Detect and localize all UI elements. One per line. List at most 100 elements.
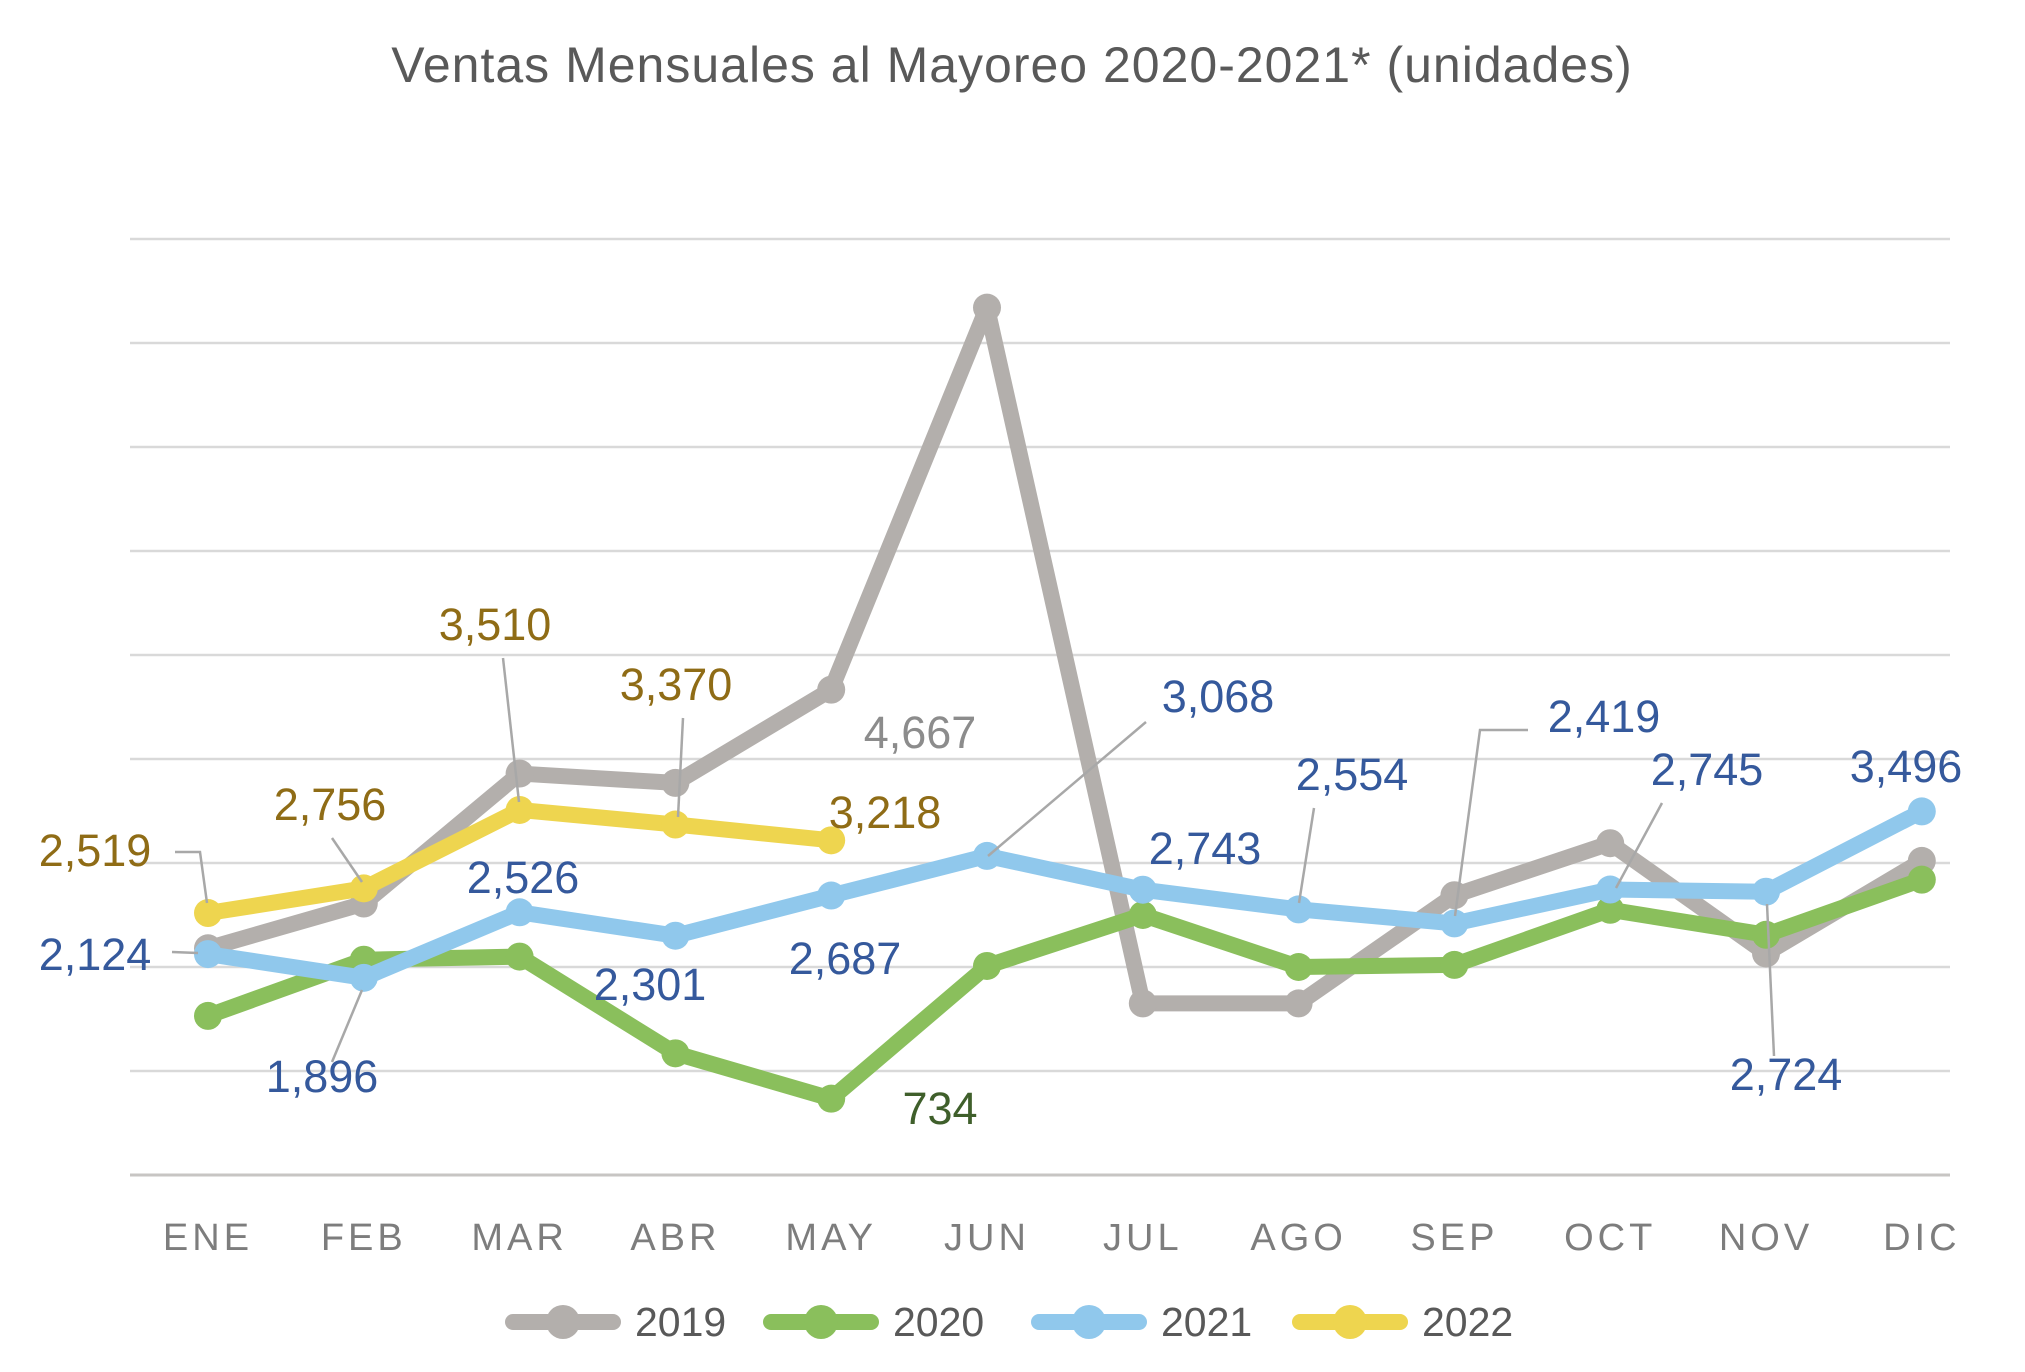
x-axis-label-ABR: ABR (630, 1217, 720, 1259)
x-axis-label-MAY: MAY (785, 1217, 877, 1259)
data-label-2020-MAY: 734 (902, 1083, 977, 1134)
data-label-2022-MAY: 3,218 (829, 787, 942, 838)
leader-line-2021-JUN (987, 721, 1147, 857)
data-point-2021-MAR (505, 898, 534, 927)
data-point-2021-AGO (1284, 895, 1313, 924)
data-label-2021-AGO: 2,554 (1296, 749, 1409, 800)
legend-marker-dot-2019 (546, 1305, 580, 1339)
data-point-2020-NOV (1752, 920, 1780, 949)
data-point-2022-ABR (661, 810, 690, 839)
data-point-2021-ABR (661, 921, 690, 950)
legend-item-2021: 2021 (1031, 1299, 1252, 1345)
data-point-2021-ENE (194, 940, 222, 969)
legend-label-2021: 2021 (1161, 1299, 1252, 1345)
series-line-2020 (200, 871, 1930, 1107)
data-point-2019-MAY (817, 675, 846, 704)
data-point-2019-AGO (1284, 989, 1313, 1018)
data-point-2019-SEP (1440, 881, 1469, 910)
data-label-2021-ABR: 2,301 (594, 959, 707, 1010)
legend-item-2019: 2019 (505, 1299, 726, 1345)
legend-marker-dot-2020 (804, 1305, 838, 1339)
x-axis-label-JUN: JUN (944, 1217, 1030, 1259)
data-label-2022-ENE: 2,519 (39, 825, 152, 876)
data-label-2021-MAY: 2,687 (789, 933, 902, 984)
data-point-2019-MAR (505, 759, 534, 788)
leader-line-2022-FEB (330, 837, 364, 883)
data-label-2021-NOV: 2,724 (1730, 1049, 1843, 1100)
leader-line-2022-MAR (501, 657, 521, 803)
x-axis-label-JUL: JUL (1103, 1217, 1183, 1259)
data-point-2019-JUN (973, 293, 1001, 322)
x-axis-label-ENE: ENE (163, 1217, 253, 1259)
data-point-2020-AGO (1284, 953, 1313, 981)
data-label-2021-DIC: 3,496 (1850, 741, 1963, 792)
leader-line-2021-FEB (330, 989, 364, 1063)
data-label-2021-MAR: 2,526 (467, 852, 580, 903)
x-axis-label-DIC: DIC (1883, 1217, 1960, 1259)
x-axis-label-FEB: FEB (321, 1217, 407, 1259)
leader-line-2022-ABR (676, 717, 685, 818)
legend-label-2020: 2020 (893, 1299, 984, 1345)
data-point-2020-ENE (194, 1001, 222, 1030)
legend-label-2022: 2022 (1422, 1299, 1513, 1345)
x-axis-labels: ENE FEB MAR ABR MAY JUN JUL AGO SEP OCT NOV DIC (163, 1217, 1960, 1259)
data-label-2022-ABR: 3,370 (620, 659, 733, 710)
data-label-2021-OCT: 2,745 (1651, 744, 1764, 795)
chart-title: Ventas Mensuales al Mayoreo 2020-2021* (… (391, 37, 1632, 93)
legend-label-2019: 2019 (635, 1299, 726, 1345)
data-label-2021-FEB: 1,896 (266, 1051, 379, 1102)
series-line-2019 (200, 299, 1930, 1012)
data-point-2022-MAY (817, 826, 846, 855)
data-point-2021-FEB (349, 963, 378, 992)
label-leader-lines (171, 657, 1776, 1063)
legend: 2019 2020 2021 2022 (505, 1299, 1513, 1345)
data-labels: 2,519 2,756 3,510 3,370 3,218 2,124 1,896 2,526… (39, 599, 1963, 1134)
data-point-2021-DIC (1907, 797, 1936, 826)
leader-line-2021-NOV (1765, 903, 1776, 1057)
data-point-2020-OCT (1596, 895, 1625, 924)
legend-item-2020: 2020 (763, 1299, 984, 1345)
x-axis-label-AGO: AGO (1250, 1217, 1346, 1259)
gridlines (130, 237, 1950, 1177)
legend-marker-dot-2022 (1333, 1305, 1367, 1339)
x-axis-label-NOV: NOV (1719, 1217, 1813, 1259)
data-point-2021-NOV (1752, 877, 1780, 906)
data-point-2020-JUN (973, 951, 1001, 980)
legend-marker-dot-2021 (1072, 1305, 1106, 1339)
x-axis-label-MAR: MAR (471, 1217, 567, 1259)
data-point-2022-ENE (194, 899, 222, 928)
data-point-2019-ABR (661, 768, 690, 797)
data-label-2021-ENE: 2,124 (39, 929, 152, 980)
series-lines (194, 293, 1936, 1113)
data-point-2021-OCT (1596, 875, 1625, 904)
legend-item-2022: 2022 (1292, 1299, 1513, 1345)
data-point-2021-SEP (1440, 909, 1469, 938)
data-point-2020-ABR (661, 1039, 690, 1068)
data-point-2020-MAY (817, 1084, 846, 1113)
data-point-2019-OCT (1596, 829, 1625, 858)
data-label-2022-MAR: 3,510 (439, 599, 552, 650)
leader-line-2021-ENE (171, 950, 199, 955)
x-axis-label-SEP: SEP (1410, 1217, 1498, 1259)
data-point-2020-DIC (1907, 865, 1936, 894)
data-label-2021-JUL: 2,743 (1149, 823, 1262, 874)
data-label-2021-JUN: 3,068 (1162, 671, 1275, 722)
data-point-2020-SEP (1440, 950, 1469, 979)
data-point-2020-MAR (505, 942, 534, 971)
data-point-2022-MAR (505, 795, 534, 824)
data-point-2021-JUL (1128, 875, 1157, 904)
data-point-2019-JUL (1128, 989, 1157, 1018)
leader-line-2021-SEP (1453, 728, 1528, 917)
data-label-2019-MAY: 4,667 (864, 707, 977, 758)
data-point-2022-FEB (349, 874, 378, 903)
data-label-2022-FEB: 2,756 (274, 779, 387, 830)
data-point-2021-MAY (817, 881, 846, 910)
leader-line-2022-ENE (175, 850, 209, 904)
leader-line-2021-AGO (1297, 807, 1316, 904)
data-label-2021-SEP: 2,419 (1548, 691, 1661, 742)
data-point-2021-JUN (973, 841, 1001, 870)
leader-line-2021-OCT (1614, 802, 1664, 889)
data-point-2020-JUL (1128, 901, 1157, 929)
